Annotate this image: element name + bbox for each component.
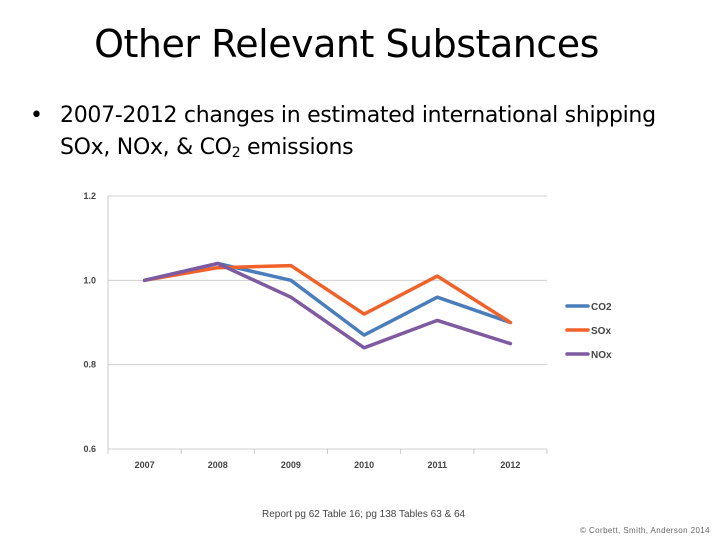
bullet-subscript: 2 bbox=[231, 145, 241, 161]
y-tick-label: 1.0 bbox=[83, 275, 96, 285]
series-line-nox bbox=[142, 261, 513, 350]
x-tick-label: 2010 bbox=[354, 460, 374, 470]
x-tick-label: 2011 bbox=[427, 460, 447, 470]
y-tick-label: 0.6 bbox=[83, 444, 96, 454]
legend-label-nox: NOx bbox=[591, 350, 612, 361]
bullet-text-end: emissions bbox=[240, 135, 354, 160]
axis-layer: 1.2 1.0 0.8 0.6 2007 2008 2009 2010 2011 2012 bbox=[83, 191, 548, 470]
source-caption: Report pg 62 Table 16; pg 138 Tables 63 … bbox=[262, 509, 466, 520]
bullet-text: 2007-2012 changes in estimated internati… bbox=[60, 100, 690, 169]
emissions-line-chart: 1.2 1.0 0.8 0.6 2007 2008 2009 2010 2011 2012 CO2… bbox=[83, 191, 612, 470]
series-layer bbox=[142, 261, 513, 350]
x-tick-label: 2007 bbox=[135, 460, 155, 470]
x-tick-label: 2008 bbox=[208, 460, 228, 470]
legend-label-co2: CO2 bbox=[591, 302, 612, 313]
bullet-dot: • bbox=[30, 103, 43, 128]
legend-label-sox: SOx bbox=[591, 326, 611, 337]
legend-layer: CO2 SOx NOx bbox=[565, 302, 612, 361]
x-tick-label: 2012 bbox=[500, 460, 520, 470]
series-line-sox bbox=[142, 263, 513, 325]
bullet-text-main: 2007-2012 changes in estimated internati… bbox=[60, 103, 656, 160]
copyright-credit: © Corbett, Smith, Anderson 2014 bbox=[580, 526, 710, 535]
slide-title: Other Relevant Substances bbox=[94, 22, 599, 66]
x-tick-label: 2009 bbox=[281, 460, 301, 470]
y-tick-label: 0.8 bbox=[83, 360, 96, 370]
y-tick-label: 1.2 bbox=[83, 191, 96, 201]
